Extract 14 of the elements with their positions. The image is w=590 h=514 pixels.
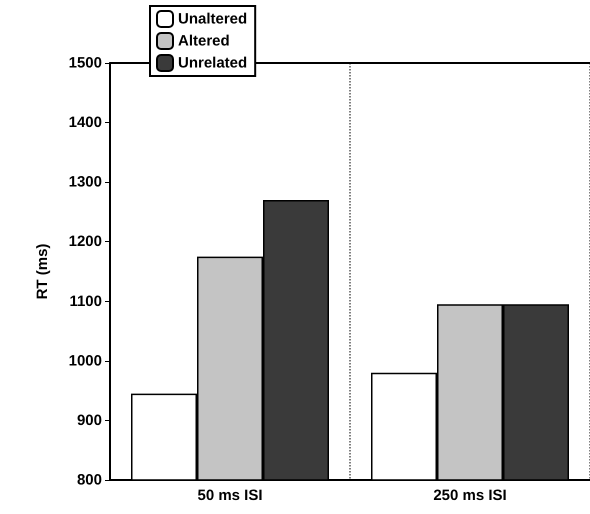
x-tick-label: 50 ms ISI: [197, 487, 263, 504]
legend-label: Unrelated: [178, 54, 248, 72]
y-tick-label: 900: [76, 412, 102, 429]
y-tick-label: 1000: [68, 352, 102, 370]
y-tick-label: 1300: [68, 174, 102, 191]
legend-label: Altered: [178, 32, 230, 50]
y-tick-label: 1400: [68, 114, 102, 132]
x-tick-label: 250 ms ISI: [433, 487, 507, 504]
y-tick-label: 1200: [68, 233, 102, 250]
y-axis-title: RT (ms): [34, 244, 51, 300]
y-tick-label: 1500: [68, 54, 102, 72]
legend-label: Unaltered: [178, 10, 248, 28]
y-tick-label: 1100: [69, 292, 102, 310]
y-tick-label: 800: [76, 472, 102, 488]
